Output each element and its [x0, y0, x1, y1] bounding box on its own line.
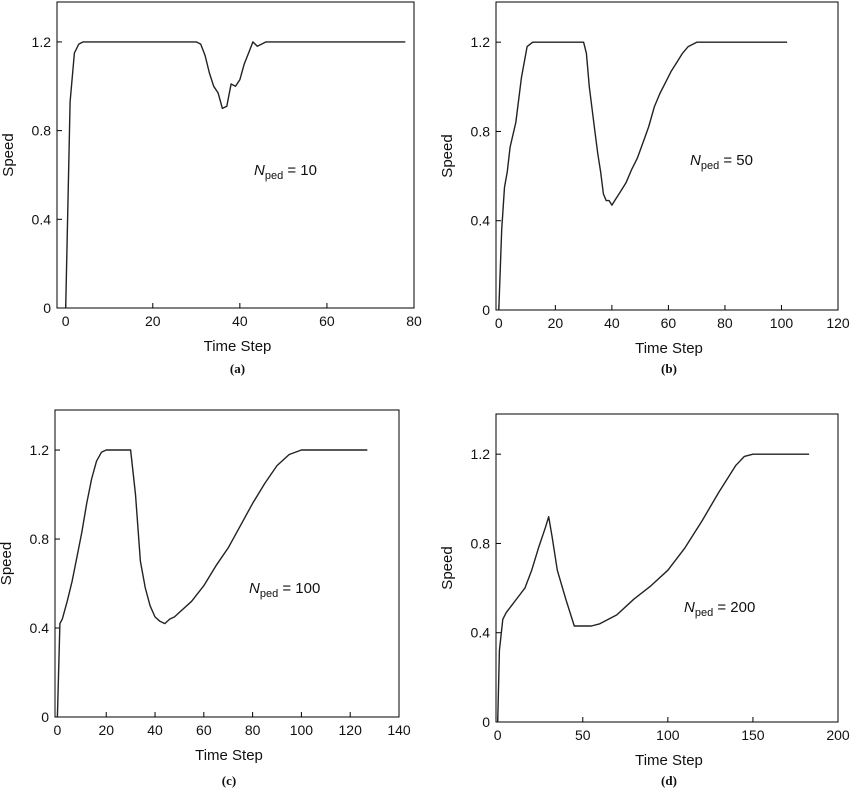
x-tick-label: 40	[232, 313, 248, 329]
y-tick-label: 0.4	[30, 620, 50, 636]
annotation-symbol: N	[690, 152, 701, 169]
x-tick-label: 100	[770, 315, 794, 331]
plot-frame	[495, 413, 839, 723]
annotation-subscript: ped	[701, 160, 719, 172]
x-tick-label: 200	[826, 727, 850, 743]
y-tick-label: 0	[43, 300, 51, 316]
x-tick-label: 80	[717, 315, 733, 331]
x-axis-label: Time Step	[204, 338, 272, 355]
panel-caption: (b)	[661, 361, 677, 376]
pedestrian-count-annotation: Nped = 10	[254, 162, 317, 182]
speed-series-line	[498, 41, 788, 311]
annotation-subscript: ped	[695, 607, 713, 619]
x-tick-label: 20	[548, 315, 564, 331]
panel-caption: (a)	[230, 361, 245, 376]
y-tick-label: 1.2	[32, 34, 52, 50]
annotation-value: = 200	[713, 599, 755, 616]
x-tick-label: 0	[54, 722, 62, 738]
x-tick-label: 0	[62, 313, 70, 329]
pedestrian-count-annotation: Nped = 50	[690, 152, 753, 172]
x-tick-label: 80	[406, 313, 422, 329]
x-tick-label: 150	[741, 727, 765, 743]
pedestrian-count-annotation: Nped = 100	[249, 580, 320, 600]
y-tick-label: 0	[482, 302, 490, 318]
annotation-symbol: N	[249, 580, 260, 597]
y-tick-label: 0.8	[471, 123, 491, 139]
panel-caption: (c)	[222, 773, 236, 788]
y-tick-label: 0.8	[471, 535, 491, 551]
plot-frame	[54, 409, 400, 718]
annotation-value: = 10	[283, 162, 317, 179]
y-tick-label: 1.2	[471, 34, 491, 50]
y-tick-label: 1.2	[30, 442, 50, 458]
speed-series-line	[56, 449, 368, 718]
x-axis-label: Time Step	[195, 747, 263, 764]
panel-c: 0 20 40 60 80 100 120 140 0 0.4 0.8 1.2 Time Step Spe…	[0, 409, 411, 788]
x-tick-label: 100	[290, 722, 314, 738]
x-axis-label: Time Step	[635, 340, 703, 357]
y-tick-label: 0	[482, 714, 490, 730]
y-axis-label: Speed	[439, 134, 456, 177]
y-tick-label: 0	[41, 709, 49, 725]
y-axis-label: Speed	[0, 133, 17, 176]
panel-a: 0 20 40 60 80 0 0.4 0.8 1.2 Time Step Speed (a) Nped…	[0, 1, 422, 376]
annotation-value: = 100	[278, 580, 320, 597]
x-tick-label: 60	[319, 313, 335, 329]
y-tick-label: 0.4	[471, 625, 491, 641]
x-tick-label: 40	[604, 315, 620, 331]
x-tick-label: 0	[495, 315, 503, 331]
y-tick-label: 0.4	[32, 211, 52, 227]
x-tick-label: 60	[196, 722, 212, 738]
x-tick-label: 100	[656, 727, 680, 743]
x-axis-label: Time Step	[635, 752, 703, 769]
panel-b: 0 20 40 60 80 100 120 0 0.4 0.8 1.2 Time Step Speed (…	[439, 1, 850, 376]
y-axis-label: Speed	[439, 546, 456, 589]
x-tick-label: 50	[575, 727, 591, 743]
plot-frame	[495, 1, 839, 311]
y-tick-label: 0.8	[30, 531, 50, 547]
y-tick-label: 0.4	[471, 213, 491, 229]
plot-frame	[56, 1, 415, 309]
x-tick-label: 120	[826, 315, 850, 331]
panel-d: 0 50 100 150 200 0 0.4 0.8 1.2 Time Step Speed (d) N…	[439, 413, 850, 788]
annotation-subscript: ped	[265, 170, 283, 182]
x-tick-label: 140	[387, 722, 411, 738]
panel-caption: (d)	[661, 773, 677, 788]
x-tick-label: 120	[339, 722, 363, 738]
x-tick-label: 60	[661, 315, 677, 331]
pedestrian-count-annotation: Nped = 200	[684, 599, 755, 619]
x-tick-label: 20	[98, 722, 114, 738]
x-tick-label: 40	[147, 722, 163, 738]
annotation-symbol: N	[684, 599, 695, 616]
x-tick-label: 20	[145, 313, 161, 329]
x-tick-label: 0	[494, 727, 502, 743]
x-tick-label: 80	[245, 722, 261, 738]
y-axis-label: Speed	[0, 542, 15, 585]
speed-series-line	[65, 41, 406, 309]
annotation-value: = 50	[719, 152, 753, 169]
speed-series-line	[497, 453, 810, 723]
annotation-symbol: N	[254, 162, 265, 179]
y-tick-label: 0.8	[32, 123, 52, 139]
y-tick-label: 1.2	[471, 446, 491, 462]
annotation-subscript: ped	[260, 588, 278, 600]
